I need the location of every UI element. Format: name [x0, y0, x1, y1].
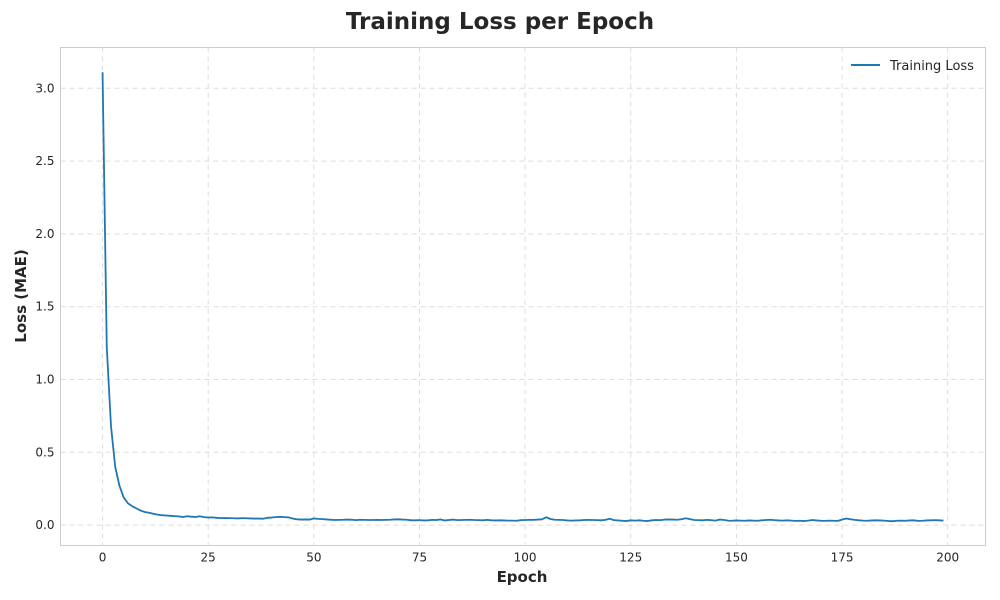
x-tick-label: 75 — [412, 551, 427, 565]
x-tick-label: 25 — [201, 551, 216, 565]
x-tick-label: 175 — [831, 551, 854, 565]
y-tick-label: 0.5 — [35, 445, 54, 459]
y-axis-label: Loss (MAE) — [12, 249, 30, 342]
y-tick-label: 2.5 — [35, 154, 54, 168]
tick-labels: 0 25 50 75 100 125 150 175 200 0.0 0.5 1.0 1.5 2.0 2.5… — [35, 81, 959, 564]
x-tick-label: 150 — [725, 551, 748, 565]
legend-label-training-loss: Training Loss — [889, 59, 974, 74]
series-lines — [101, 72, 944, 523]
y-tick-label: 1.0 — [35, 373, 54, 387]
y-tick-label: 2.0 — [35, 227, 54, 241]
x-tick-label: 100 — [514, 551, 537, 565]
x-tick-label: 50 — [306, 551, 321, 565]
x-tick-label: 0 — [99, 551, 107, 565]
y-tick-label: 3.0 — [35, 81, 54, 95]
series-line-training-loss — [101, 72, 944, 523]
x-tick-label: 125 — [619, 551, 642, 565]
x-tick-label: 200 — [936, 551, 959, 565]
y-tick-label: 0.0 — [35, 518, 54, 532]
y-tick-label: 1.5 — [35, 300, 54, 314]
chart-title: Training Loss per Epoch — [345, 9, 655, 35]
x-axis-label: Epoch — [497, 568, 548, 586]
legend: Training Loss — [851, 59, 974, 74]
plot-area — [60, 47, 986, 546]
grid-lines — [60, 47, 986, 546]
